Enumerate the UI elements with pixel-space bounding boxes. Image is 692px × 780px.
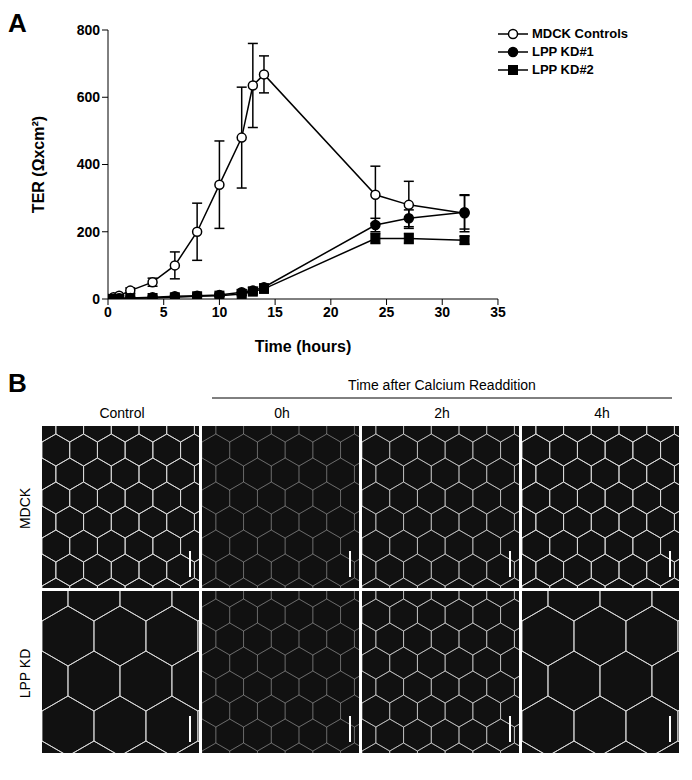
svg-text:0h: 0h <box>274 405 290 421</box>
svg-text:4h: 4h <box>594 405 610 421</box>
html-text:MDCK Controls: MDCK Controls <box>532 26 628 41</box>
svg-text:10: 10 <box>212 304 228 320</box>
svg-text:30: 30 <box>434 304 450 320</box>
svg-text:TER (Ωxcm²): TER (Ωxcm²) <box>30 116 47 213</box>
svg-text:15: 15 <box>267 304 283 320</box>
svg-text:Control: Control <box>99 405 144 421</box>
svg-text:35: 35 <box>490 304 506 320</box>
html-text:LPP KD#2: LPP KD#2 <box>532 62 594 77</box>
html-text:A: A <box>8 8 27 38</box>
svg-text:Time after Calcium Readdition: Time after Calcium Readdition <box>348 377 536 393</box>
svg-text:25: 25 <box>379 304 395 320</box>
svg-text:B: B <box>8 368 27 398</box>
svg-text:MDCK: MDCK <box>17 487 33 529</box>
svg-text:Time (hours): Time (hours) <box>255 338 352 355</box>
svg-text:800: 800 <box>77 22 101 38</box>
svg-text:400: 400 <box>77 156 101 172</box>
svg-text:600: 600 <box>77 89 101 105</box>
svg-text:20: 20 <box>323 304 339 320</box>
svg-text:200: 200 <box>77 224 101 240</box>
html-text:LPP KD#1: LPP KD#1 <box>532 44 594 59</box>
svg-text:LPP KD: LPP KD <box>17 649 33 699</box>
svg-text:5: 5 <box>160 304 168 320</box>
svg-text:2h: 2h <box>434 405 450 421</box>
svg-text:0: 0 <box>92 291 100 307</box>
svg-text:0: 0 <box>104 304 112 320</box>
